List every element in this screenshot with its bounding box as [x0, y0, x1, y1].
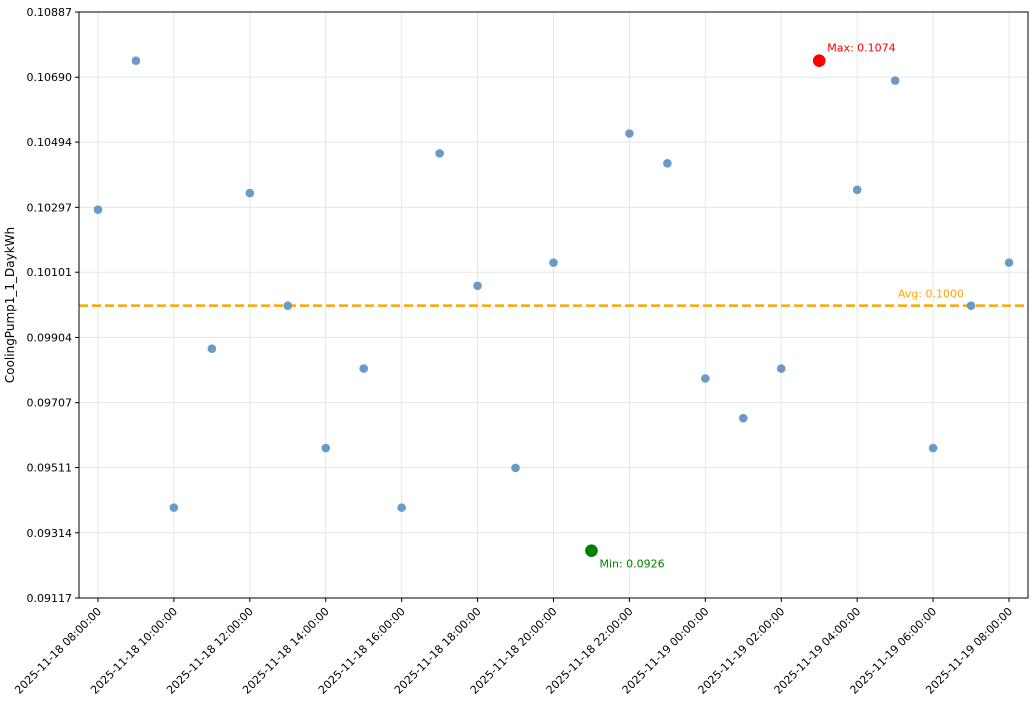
data-point — [321, 443, 331, 453]
data-point — [397, 503, 406, 512]
x-tick-label: 2025-11-19 00:00:00 — [620, 605, 712, 697]
x-tick-label: 2025-11-18 14:00:00 — [240, 605, 332, 697]
y-tick-label: 0.10494 — [27, 136, 73, 149]
x-tick-label: 2025-11-18 16:00:00 — [316, 605, 408, 697]
x-tick-label: 2025-11-19 04:00:00 — [771, 605, 863, 697]
y-ticks: 0.09117 0.09314 0.09511 0.09707 0.09904 0.101… — [27, 6, 79, 605]
y-tick-label: 0.09511 — [27, 462, 73, 475]
y-tick-label: 0.09314 — [27, 527, 73, 540]
data-point — [131, 56, 141, 65]
x-tick-label: 2025-11-18 12:00:00 — [164, 605, 256, 697]
max-label: Max: 0.1074 — [827, 42, 895, 55]
data-point — [625, 129, 634, 138]
y-axis-label: CoolingPump1_1_DaykWh — [3, 227, 17, 383]
annotation-layer: Max: 0.1074 Min: 0.0926 Avg: 0.1000 — [585, 42, 964, 571]
data-point — [169, 503, 179, 512]
data-point — [93, 205, 103, 214]
min-point — [585, 544, 598, 557]
data-point — [663, 159, 672, 168]
data-point — [549, 258, 558, 267]
y-tick-label: 0.10887 — [27, 6, 73, 19]
data-point — [359, 364, 369, 373]
y-tick-label: 0.09904 — [27, 331, 73, 344]
x-tick-label: 2025-11-19 08:00:00 — [923, 605, 1015, 697]
data-point — [473, 281, 482, 291]
data-point — [701, 374, 710, 383]
data-point — [852, 185, 862, 195]
x-tick-label: 2025-11-19 02:00:00 — [696, 605, 788, 697]
data-point — [511, 463, 520, 473]
x-tick-label: 2025-11-19 06:00:00 — [847, 605, 939, 697]
y-tick-label: 0.10297 — [27, 201, 73, 214]
min-label: Min: 0.0926 — [599, 558, 664, 571]
data-point — [245, 188, 255, 198]
y-tick-label: 0.09707 — [27, 397, 73, 410]
data-point — [890, 76, 900, 85]
data-point — [283, 301, 293, 310]
data-point — [928, 443, 938, 453]
y-tick-label: 0.10101 — [27, 266, 73, 279]
data-point — [1004, 258, 1014, 267]
y-tick-label: 0.10690 — [27, 71, 73, 84]
y-tick-label: 0.09117 — [27, 592, 73, 605]
x-tick-label: 2025-11-18 22:00:00 — [544, 605, 636, 697]
max-point — [812, 54, 826, 67]
x-tick-label: 2025-11-18 08:00:00 — [12, 605, 104, 697]
data-point — [739, 413, 748, 423]
x-tick-label: 2025-11-18 18:00:00 — [392, 605, 484, 697]
data-point — [435, 149, 444, 158]
x-tick-label: 2025-11-18 10:00:00 — [88, 605, 180, 697]
data-point — [776, 364, 786, 373]
average-label: Avg: 0.1000 — [898, 288, 964, 301]
x-tick-label: 2025-11-18 20:00:00 — [468, 605, 560, 697]
data-point — [207, 344, 217, 354]
data-point — [966, 301, 976, 310]
